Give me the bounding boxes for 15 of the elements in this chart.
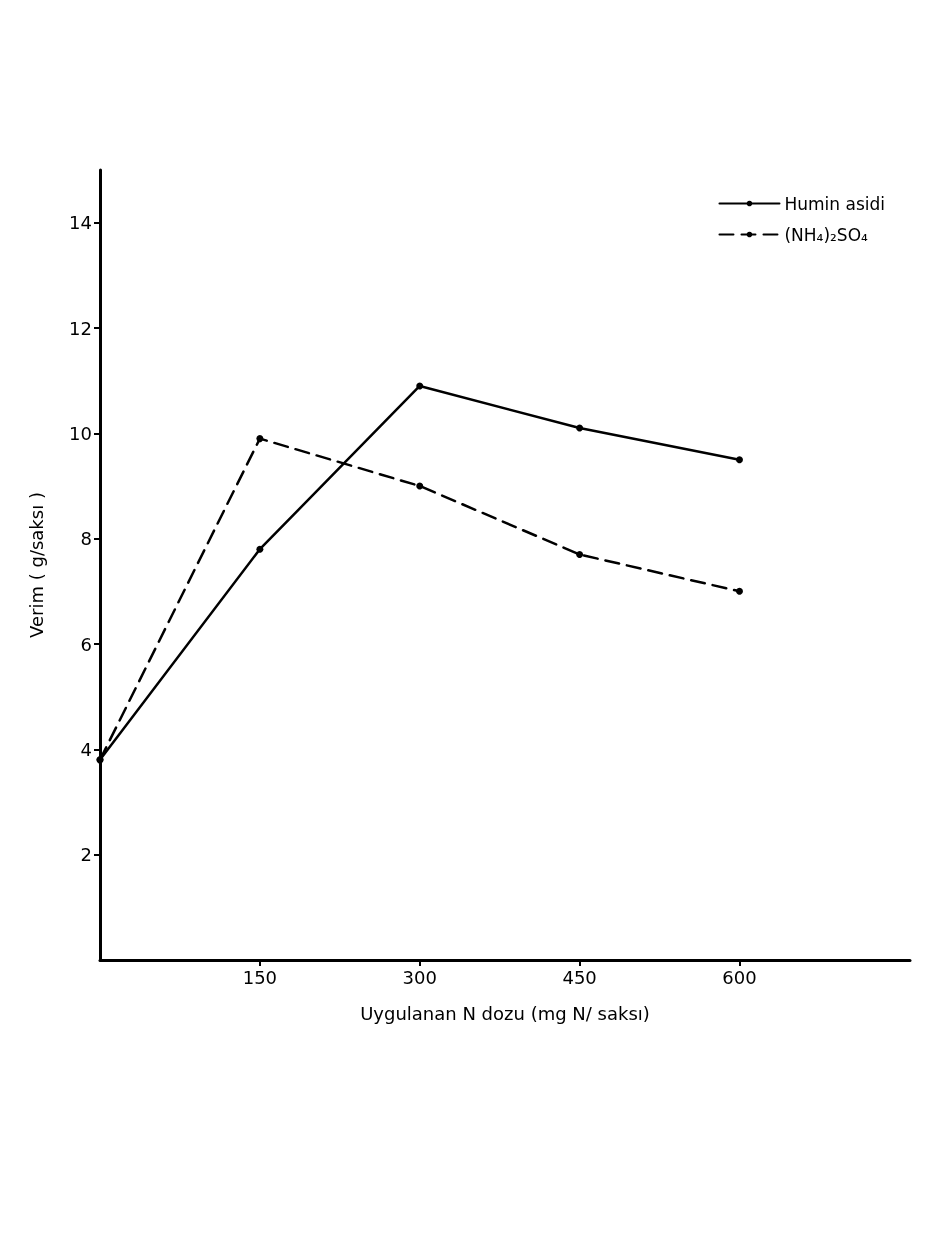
y-tick-label: 14 (69, 212, 92, 234)
x-tick-label: 450 (562, 966, 597, 988)
x-tick-label: 300 (402, 966, 437, 988)
y-tick-label: 12 (69, 317, 92, 339)
x-tick-label: 150 (242, 966, 278, 988)
y-tick-label: 8 (80, 528, 92, 550)
y-tick-label: 2 (80, 844, 92, 866)
y-axis-title: Verim ( g/saksı ) (25, 492, 47, 638)
y-tick-label: 6 (80, 633, 92, 655)
legend-label: (NH₄)₂SO₄ (784, 224, 869, 245)
y-tick-label: 10 (69, 422, 92, 444)
x-tick-label: 600 (722, 966, 757, 988)
x-axis-title: Uygulanan N dozu (mg N/ saksı) (360, 1002, 650, 1024)
y-tick-label: 4 (80, 738, 92, 760)
legend-label: Humin asidi (784, 193, 885, 214)
